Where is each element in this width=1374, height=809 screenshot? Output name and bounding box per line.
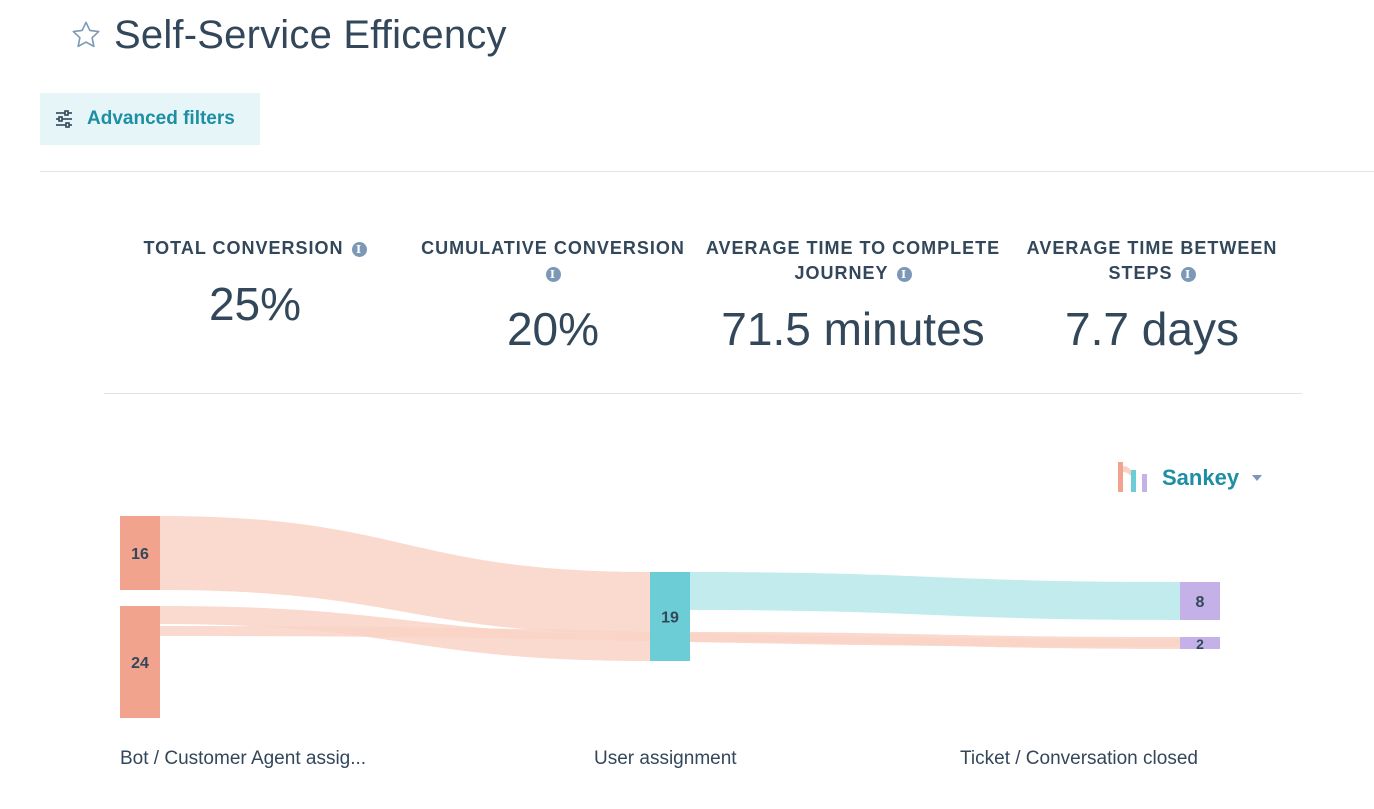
info-icon[interactable]: i bbox=[545, 267, 561, 282]
sankey-node-s0b[interactable] bbox=[120, 606, 160, 718]
kpi-total-conversion: TOTAL CONVERSION i 25% bbox=[120, 236, 390, 331]
info-icon[interactable]: i bbox=[1180, 267, 1196, 282]
sankey-node-s1[interactable] bbox=[650, 572, 690, 661]
page-title: Self-Service Efficency bbox=[114, 12, 507, 57]
link-user-assignment-to-ticket-small[interactable] bbox=[690, 632, 1180, 649]
kpi-label-text: TOTAL CONVERSION bbox=[143, 238, 344, 258]
chart-type-dropdown[interactable]: Sankey bbox=[1116, 458, 1263, 498]
kpi-label: CUMULATIVE CONVERSION i bbox=[412, 236, 694, 286]
sankey-node-value-label: 2 bbox=[1196, 636, 1204, 652]
kpi-value: 7.7 days bbox=[1065, 303, 1239, 355]
sankey-chart-icon bbox=[1118, 462, 1147, 492]
caret-down-icon bbox=[1252, 475, 1263, 481]
stage-label-ticket-closed: Ticket / Conversation closed bbox=[960, 748, 1198, 769]
link-bot-to-user-assignment[interactable] bbox=[160, 516, 650, 634]
info-icon[interactable]: i bbox=[896, 267, 912, 282]
sankey-node-value-label: 19 bbox=[661, 610, 679, 627]
kpi-label-text: STEPS bbox=[1108, 263, 1173, 283]
advanced-filters-button[interactable]: Advanced filters bbox=[40, 93, 260, 145]
stage-label-user-assignment: User assignment bbox=[594, 748, 737, 769]
link-user-assignment-to-ticket[interactable] bbox=[690, 572, 1180, 620]
kpi-label-text: JOURNEY bbox=[794, 263, 889, 283]
divider bbox=[40, 171, 1374, 172]
kpi-value: 25% bbox=[208, 278, 302, 330]
star-outline-icon[interactable] bbox=[70, 19, 102, 51]
chart-type-label: Sankey bbox=[1162, 465, 1240, 490]
kpi-label: TOTAL CONVERSION i bbox=[120, 236, 390, 261]
kpi-average-time-steps: AVERAGE TIME BETWEEN STEPS i 7.7 days bbox=[1020, 236, 1284, 356]
info-icon[interactable]: i bbox=[351, 242, 367, 257]
kpi-label: AVERAGE TIME BETWEEN STEPS i bbox=[1020, 236, 1284, 286]
sliders-icon bbox=[56, 110, 72, 128]
sankey-node-value-label: 16 bbox=[131, 546, 149, 563]
sankey-node-s0a[interactable] bbox=[120, 516, 160, 590]
divider bbox=[104, 393, 1302, 394]
kpi-value: 71.5 minutes bbox=[721, 303, 985, 355]
sankey-node-s2b[interactable] bbox=[1180, 637, 1220, 649]
sankey-node-s2a[interactable] bbox=[1180, 582, 1220, 620]
kpi-label-text: AVERAGE TIME BETWEEN bbox=[1026, 238, 1278, 258]
kpi-label: AVERAGE TIME TO COMPLETE JOURNEY i bbox=[700, 236, 1006, 286]
kpi-average-time-journey: AVERAGE TIME TO COMPLETE JOURNEY i 71.5 mi… bbox=[700, 236, 1006, 356]
sankey-chart: 16 24 19 8 2 bbox=[120, 516, 1220, 718]
advanced-filters-label: Advanced filters bbox=[87, 108, 235, 129]
stage-label-bot-assignment: Bot / Customer Agent assig... bbox=[120, 748, 367, 769]
sankey-node-value-label: 24 bbox=[131, 655, 149, 672]
kpi-label-text: AVERAGE TIME TO COMPLETE bbox=[705, 238, 1001, 258]
kpi-cumulative-conversion: CUMULATIVE CONVERSION i 20% bbox=[412, 236, 694, 356]
sankey-node-value-label: 8 bbox=[1196, 594, 1205, 611]
kpi-label-text: CUMULATIVE CONVERSION bbox=[421, 238, 685, 258]
kpi-value: 20% bbox=[506, 303, 600, 355]
title-row: Self-Service Efficency bbox=[70, 12, 507, 58]
